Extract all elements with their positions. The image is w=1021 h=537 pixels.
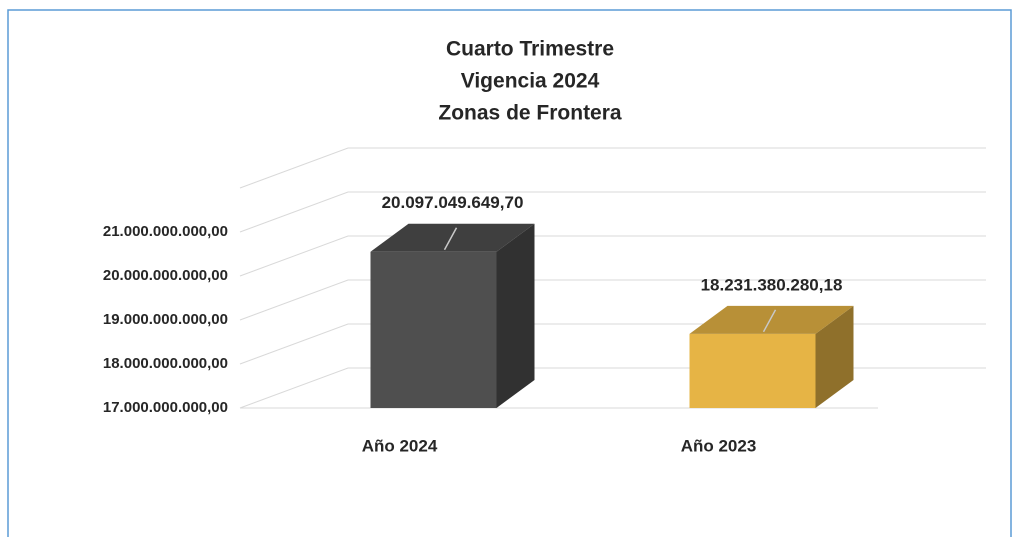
bar-front <box>370 251 497 408</box>
y-tick-label: 20.000.000.000,00 <box>103 267 228 284</box>
title-line: Zonas de Frontera <box>438 102 622 125</box>
leader-line <box>443 227 458 251</box>
grid-line <box>239 279 986 321</box>
data-label: 20.097.049.649,70 <box>382 193 524 212</box>
chart-border <box>7 9 1012 537</box>
bar-side <box>496 223 535 408</box>
x-tick-label: Año 2023 <box>681 436 757 455</box>
bar <box>689 305 854 408</box>
bar-top <box>689 305 854 334</box>
bar-front <box>689 333 816 408</box>
leader-line <box>762 309 777 333</box>
axis-top <box>239 147 986 189</box>
y-tick-label: 17.000.000.000,00 <box>103 399 228 416</box>
title-line: Vigencia 2024 <box>461 70 600 93</box>
x-tick-label: Año 2024 <box>362 436 438 455</box>
y-tick-label: 21.000.000.000,00 <box>103 223 228 240</box>
bar <box>370 223 535 408</box>
data-label: 18.231.380.280,18 <box>701 275 843 294</box>
grid-line <box>239 191 986 233</box>
chart-title: Cuarto Trimestre Vigencia 2024 Zonas de Fr… <box>438 38 622 125</box>
grid-line <box>239 323 986 365</box>
y-tick-label: 18.000.000.000,00 <box>103 355 228 372</box>
grid-line <box>239 367 986 409</box>
bar-top <box>370 223 535 252</box>
grid-line <box>239 235 986 277</box>
bar-side <box>815 305 854 408</box>
title-line: Cuarto Trimestre <box>446 38 614 61</box>
y-tick-label: 19.000.000.000,00 <box>103 311 228 328</box>
